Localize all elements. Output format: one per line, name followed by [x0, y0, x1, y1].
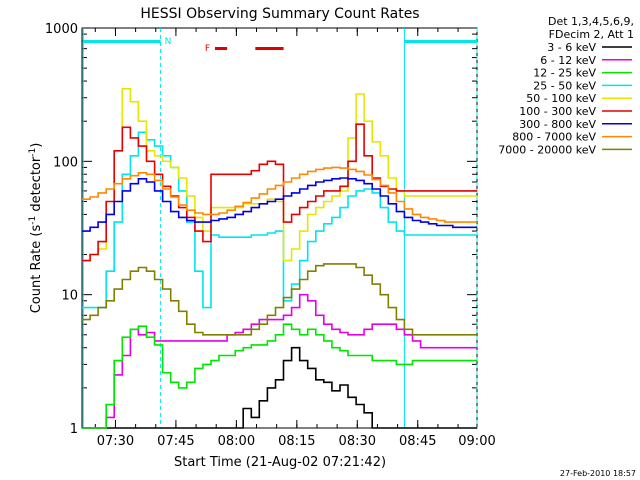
legend-header-1: Det 1,3,4,5,6,9, — [548, 15, 634, 28]
x-tick-label: 08:15 — [278, 434, 315, 449]
series-line — [82, 177, 477, 232]
y-axis-label-end: ) — [29, 143, 44, 148]
legend-label: 6 - 12 keV — [540, 54, 596, 67]
x-axis-label: Start Time (21-Aug-02 07:21:42) — [174, 455, 386, 470]
series-line — [82, 346, 477, 429]
series-line — [82, 166, 477, 223]
chart-title: HESSI Observing Summary Count Rates — [140, 6, 419, 22]
series-line — [82, 293, 477, 429]
y-axis-label-sup1: -1 — [28, 216, 38, 225]
series-line — [82, 123, 477, 262]
y-axis-label: Count Rate (s-1 detector-1) — [28, 143, 44, 314]
legend-label: 3 - 6 keV — [547, 41, 596, 54]
y-axis-label-main: Count Rate (s — [29, 225, 44, 314]
series-lines — [82, 88, 477, 429]
y-tick-label: 1 — [70, 422, 78, 437]
y-axis-label-sup2: -1 — [28, 148, 38, 157]
legend-label: 300 - 800 keV — [519, 118, 596, 131]
x-tick-label: 08:00 — [218, 434, 255, 449]
flare-flag-label: F — [205, 44, 210, 54]
flare-interval-bar — [255, 47, 284, 50]
legend-label: 800 - 7000 keV — [512, 131, 596, 144]
legend-label: 25 - 50 keV — [533, 79, 596, 92]
night-interval-bar — [404, 40, 477, 43]
series-line — [82, 323, 477, 429]
series-line — [82, 263, 477, 336]
legend-label: 50 - 100 keV — [526, 92, 596, 105]
y-tick-label: 1000 — [45, 22, 78, 37]
x-tick-label: 07:45 — [157, 434, 194, 449]
footer-date: 27-Feb-2010 18:57 — [560, 469, 636, 478]
flare-interval-bar — [215, 47, 228, 50]
y-tick-label: 10 — [61, 289, 78, 304]
legend-label: 12 - 25 keV — [533, 67, 596, 80]
y-tick-label: 100 — [53, 155, 78, 170]
x-tick-label: 09:00 — [458, 434, 495, 449]
night-flag-label: N — [165, 37, 172, 47]
x-tick-label: 08:45 — [399, 434, 436, 449]
x-tick-label: 08:30 — [339, 434, 376, 449]
legend-label: 7000 - 20000 keV — [498, 143, 596, 156]
night-interval-bar — [83, 40, 161, 43]
x-tick-label: 07:30 — [97, 434, 134, 449]
legend-header-2: FDecim 2, Att 1 — [549, 28, 634, 41]
y-axis-label-mid: detector — [29, 156, 44, 216]
legend-label: 100 - 300 keV — [519, 105, 596, 118]
